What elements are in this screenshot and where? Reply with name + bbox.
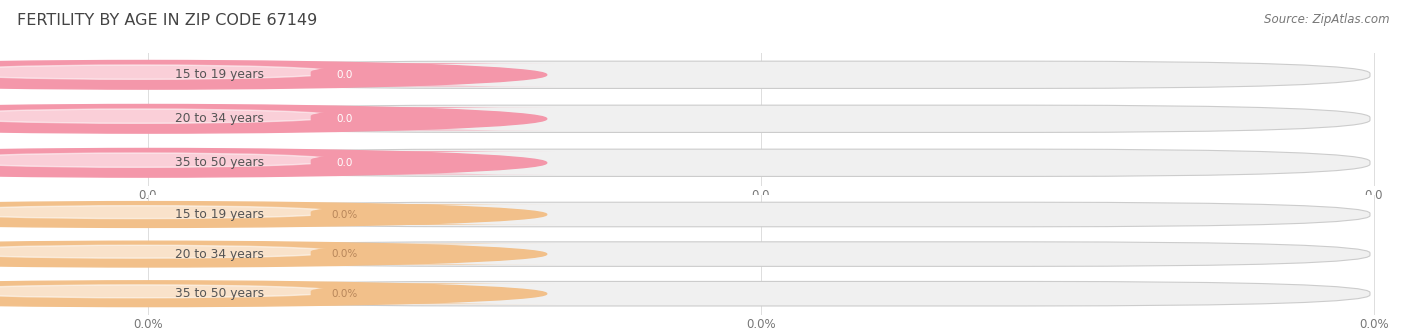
FancyBboxPatch shape	[152, 242, 1369, 266]
FancyBboxPatch shape	[134, 151, 555, 174]
Text: 0.0: 0.0	[336, 70, 353, 80]
Text: 0.0%: 0.0%	[332, 249, 357, 259]
FancyBboxPatch shape	[152, 281, 1369, 306]
Circle shape	[0, 148, 547, 177]
Text: 0.0%: 0.0%	[332, 210, 357, 219]
Text: Source: ZipAtlas.com: Source: ZipAtlas.com	[1264, 13, 1389, 26]
FancyBboxPatch shape	[134, 107, 555, 130]
Text: 20 to 34 years: 20 to 34 years	[174, 248, 263, 261]
Circle shape	[0, 285, 337, 298]
Circle shape	[0, 245, 337, 258]
Text: 0.0%: 0.0%	[332, 289, 357, 299]
Circle shape	[0, 281, 547, 307]
Circle shape	[0, 206, 337, 218]
FancyBboxPatch shape	[152, 105, 1369, 132]
FancyBboxPatch shape	[152, 149, 1369, 177]
Text: 35 to 50 years: 35 to 50 years	[174, 287, 264, 300]
Circle shape	[0, 153, 337, 167]
Circle shape	[0, 202, 547, 227]
Text: 15 to 19 years: 15 to 19 years	[174, 68, 263, 81]
FancyBboxPatch shape	[152, 202, 1369, 227]
FancyBboxPatch shape	[152, 61, 1369, 88]
Circle shape	[0, 105, 547, 133]
Text: 35 to 50 years: 35 to 50 years	[174, 156, 264, 169]
Circle shape	[0, 109, 337, 123]
Text: 15 to 19 years: 15 to 19 years	[174, 208, 263, 221]
FancyBboxPatch shape	[134, 63, 555, 86]
Circle shape	[0, 60, 547, 89]
Text: 0.0: 0.0	[336, 114, 353, 124]
FancyBboxPatch shape	[134, 204, 555, 225]
Text: FERTILITY BY AGE IN ZIP CODE 67149: FERTILITY BY AGE IN ZIP CODE 67149	[17, 13, 318, 28]
FancyBboxPatch shape	[134, 283, 555, 304]
Text: 20 to 34 years: 20 to 34 years	[174, 112, 263, 125]
FancyBboxPatch shape	[134, 244, 555, 265]
Circle shape	[0, 241, 547, 267]
Circle shape	[0, 65, 337, 79]
Text: 0.0: 0.0	[336, 158, 353, 168]
